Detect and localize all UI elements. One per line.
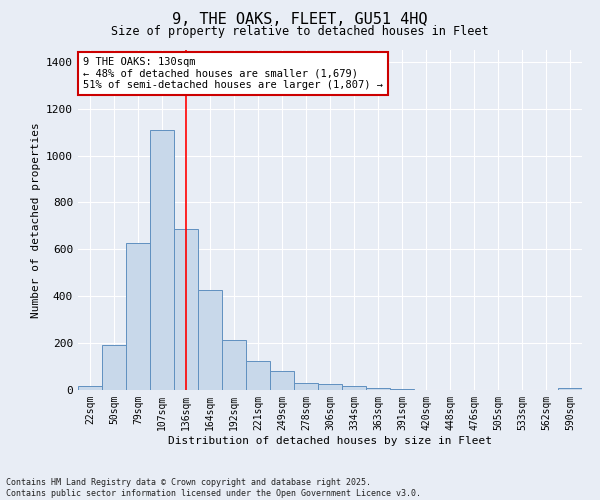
Bar bbox=[558, 388, 582, 390]
Bar bbox=[294, 384, 318, 390]
Bar bbox=[174, 230, 198, 390]
Bar bbox=[270, 371, 294, 390]
Bar bbox=[78, 386, 102, 390]
Bar bbox=[246, 360, 270, 390]
Bar bbox=[342, 386, 366, 390]
Bar bbox=[126, 244, 150, 390]
Bar bbox=[102, 346, 126, 390]
Bar bbox=[390, 389, 414, 390]
Text: 9 THE OAKS: 130sqm
← 48% of detached houses are smaller (1,679)
51% of semi-deta: 9 THE OAKS: 130sqm ← 48% of detached hou… bbox=[83, 57, 383, 90]
Bar bbox=[366, 388, 390, 390]
Bar bbox=[150, 130, 174, 390]
Text: Contains HM Land Registry data © Crown copyright and database right 2025.
Contai: Contains HM Land Registry data © Crown c… bbox=[6, 478, 421, 498]
Text: 9, THE OAKS, FLEET, GU51 4HQ: 9, THE OAKS, FLEET, GU51 4HQ bbox=[172, 12, 428, 28]
Bar bbox=[318, 384, 342, 390]
Bar bbox=[222, 340, 246, 390]
Y-axis label: Number of detached properties: Number of detached properties bbox=[31, 122, 41, 318]
Bar bbox=[198, 290, 222, 390]
X-axis label: Distribution of detached houses by size in Fleet: Distribution of detached houses by size … bbox=[168, 436, 492, 446]
Text: Size of property relative to detached houses in Fleet: Size of property relative to detached ho… bbox=[111, 25, 489, 38]
